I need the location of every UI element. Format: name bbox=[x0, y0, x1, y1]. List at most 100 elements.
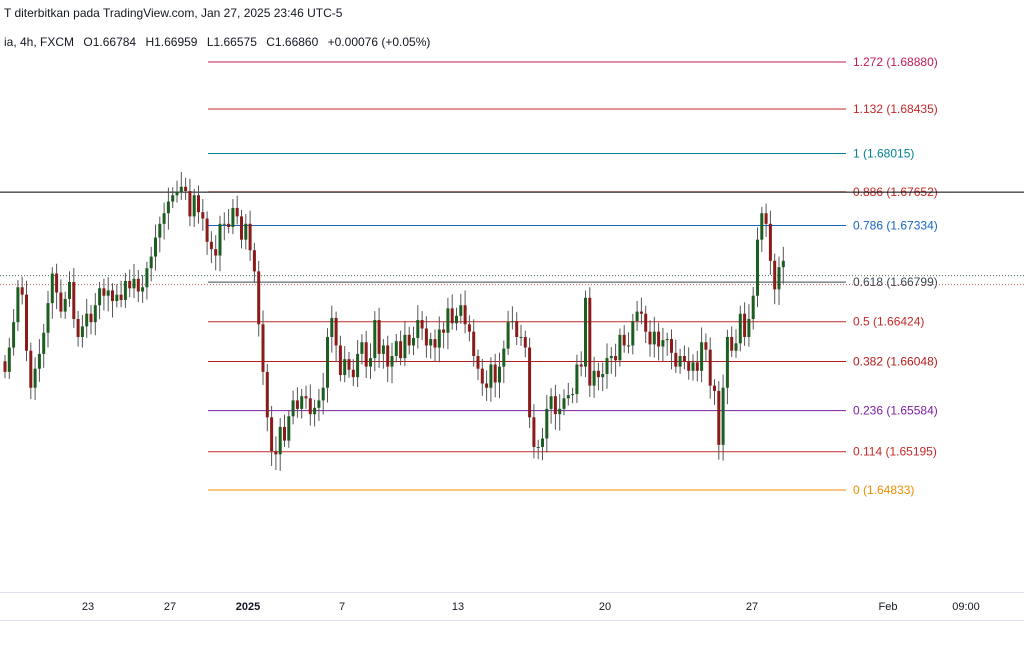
candle-body-90 bbox=[390, 356, 394, 367]
candle-body-46 bbox=[201, 212, 205, 219]
candle-body-128 bbox=[553, 396, 557, 415]
candle-body-18 bbox=[80, 326, 84, 337]
publish-text: T diterbitkan pada TradingView.com, Jan … bbox=[4, 6, 343, 20]
candle-body-65 bbox=[283, 426, 286, 441]
candle-body-16 bbox=[72, 281, 76, 319]
candle-body-83 bbox=[360, 342, 364, 354]
candle-body-2 bbox=[12, 322, 16, 348]
candle-body-26 bbox=[115, 294, 119, 302]
candle-body-148 bbox=[639, 311, 643, 314]
candle-body-70 bbox=[304, 396, 308, 399]
low-value: L1.66575 bbox=[206, 35, 257, 49]
candle-body-177 bbox=[764, 213, 768, 224]
candle-body-84 bbox=[364, 342, 368, 367]
candle-body-118 bbox=[510, 321, 514, 323]
candle-body-55 bbox=[240, 216, 243, 240]
candle-body-121 bbox=[523, 336, 527, 348]
candle-body-48 bbox=[209, 241, 213, 250]
candle-body-21 bbox=[93, 305, 97, 323]
candle-body-105 bbox=[455, 315, 458, 324]
candle-body-79 bbox=[343, 359, 347, 376]
candle-body-114 bbox=[493, 364, 497, 383]
candle-body-108 bbox=[467, 324, 471, 332]
candle-body-74 bbox=[321, 387, 325, 401]
candle-body-23 bbox=[102, 288, 106, 296]
candle-body-81 bbox=[351, 369, 355, 378]
candle-body-17 bbox=[76, 318, 80, 337]
fib-label-6: 0.5 (1.66424) bbox=[853, 315, 924, 329]
candle-body-147 bbox=[635, 311, 639, 322]
candle-body-164 bbox=[708, 349, 712, 386]
candle-body-77 bbox=[334, 317, 338, 346]
candle-body-69 bbox=[300, 396, 304, 409]
candle-body-62 bbox=[270, 417, 274, 452]
candle-body-34 bbox=[149, 256, 153, 269]
candle-body-67 bbox=[291, 400, 295, 417]
candle-body-111 bbox=[480, 368, 484, 384]
candle-body-154 bbox=[665, 339, 669, 341]
candle-body-133 bbox=[575, 364, 579, 395]
candle-body-125 bbox=[541, 438, 544, 447]
candle-body-85 bbox=[369, 358, 372, 367]
candle-body-50 bbox=[218, 223, 222, 256]
open-value: O1.66784 bbox=[83, 35, 137, 49]
candle-body-89 bbox=[386, 345, 390, 367]
candle-body-127 bbox=[549, 396, 553, 409]
candle-body-56 bbox=[244, 223, 248, 240]
candle-body-47 bbox=[205, 218, 209, 242]
candle-body-172 bbox=[743, 313, 747, 337]
time-tick-2: 2025 bbox=[236, 601, 260, 613]
candle-body-161 bbox=[695, 362, 699, 371]
time-tick-4: 13 bbox=[452, 601, 464, 613]
candle-body-51 bbox=[222, 223, 226, 225]
candle-body-41 bbox=[179, 186, 183, 193]
candle-body-180 bbox=[777, 267, 781, 290]
candle-body-178 bbox=[768, 223, 772, 261]
candle-body-52 bbox=[227, 223, 231, 227]
candle-body-42 bbox=[184, 186, 188, 192]
candle-body-96 bbox=[416, 320, 420, 339]
candle-body-71 bbox=[308, 398, 312, 415]
candle-body-109 bbox=[472, 331, 476, 357]
candle-body-176 bbox=[760, 213, 764, 240]
candle-body-39 bbox=[171, 195, 175, 202]
candle-body-14 bbox=[63, 298, 67, 312]
candle-body-120 bbox=[519, 336, 523, 338]
candle-body-80 bbox=[347, 359, 351, 370]
candle-body-137 bbox=[592, 370, 596, 386]
candle-body-37 bbox=[162, 213, 166, 224]
candle-body-126 bbox=[545, 408, 549, 439]
candle-body-168 bbox=[725, 336, 729, 388]
candle-body-92 bbox=[399, 341, 403, 359]
candle-body-179 bbox=[773, 260, 777, 290]
candle-body-150 bbox=[648, 331, 652, 345]
close-value: C1.66860 bbox=[266, 35, 319, 49]
candle-body-6 bbox=[29, 350, 33, 388]
symbol-text: ia, 4h, FXCM bbox=[4, 35, 75, 49]
candle-body-86 bbox=[373, 320, 377, 359]
candle-body-11 bbox=[50, 273, 54, 304]
time-tick-6: 27 bbox=[746, 601, 758, 613]
candle-body-112 bbox=[485, 383, 489, 388]
candle-body-44 bbox=[192, 195, 196, 217]
candle-body-107 bbox=[463, 305, 467, 325]
candle-body-88 bbox=[381, 345, 385, 354]
candle-body-163 bbox=[704, 342, 708, 350]
candle-body-22 bbox=[98, 288, 102, 306]
candle-body-8 bbox=[37, 353, 41, 369]
fib-label-0: 1.272 (1.68880) bbox=[853, 55, 938, 69]
time-tick-5: 20 bbox=[599, 601, 611, 613]
candle-body-33 bbox=[145, 268, 149, 288]
candle-body-159 bbox=[687, 361, 691, 371]
candle-body-152 bbox=[657, 331, 661, 347]
candle-body-162 bbox=[700, 342, 704, 371]
candle-body-53 bbox=[231, 207, 235, 227]
candle-body-28 bbox=[123, 280, 127, 300]
change-value: +0.00076 (+0.05%) bbox=[327, 35, 431, 49]
candle-body-155 bbox=[670, 339, 673, 353]
candle-body-91 bbox=[394, 341, 398, 357]
candle-body-122 bbox=[528, 347, 532, 418]
candle-body-103 bbox=[446, 308, 450, 333]
candle-body-158 bbox=[682, 356, 686, 362]
